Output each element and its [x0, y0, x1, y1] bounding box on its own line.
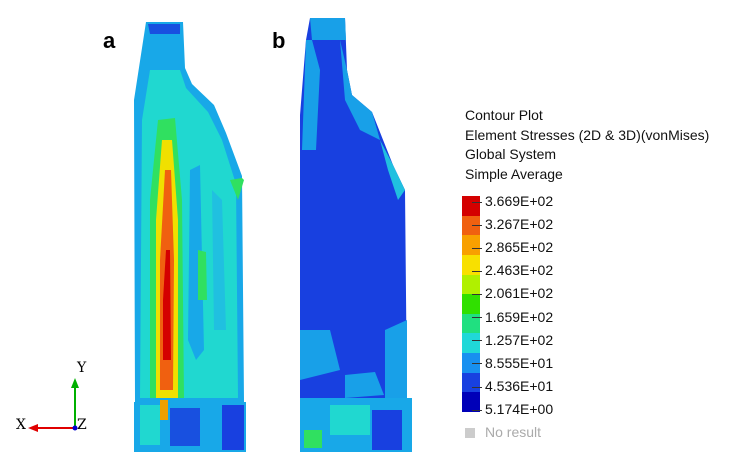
legend-tick-label: 2.061E+02: [472, 285, 553, 301]
no-result-entry: No result: [465, 424, 541, 440]
legend-averaging: Simple Average: [465, 165, 563, 182]
axis-x-label: X: [16, 417, 26, 433]
no-result-swatch: [465, 428, 475, 438]
coordinate-triad: Y X Z: [16, 360, 87, 433]
legend-tick-label: 1.257E+02: [472, 332, 553, 348]
panel-label-a: a: [103, 28, 116, 53]
legend-tick-label: 4.536E+01: [472, 378, 553, 394]
axis-z-label: Z: [77, 417, 87, 433]
legend-tick-label: 3.267E+02: [472, 216, 553, 232]
legend-title: Contour Plot: [465, 107, 543, 123]
legend-tick-label: 5.174E+00: [472, 401, 553, 417]
legend-tick-label: 2.865E+02: [472, 239, 553, 255]
no-result-label: No result: [485, 424, 542, 440]
legend-result-type: Element Stresses (2D & 3D)(vonMises): [465, 126, 710, 143]
legend-tick-label: 2.463E+02: [472, 262, 553, 278]
legend-tick-label: 3.669E+02: [472, 193, 553, 209]
axis-y-label: Y: [76, 360, 87, 376]
legend-tick-label: 8.555E+01: [472, 355, 553, 371]
panel-label-b: b: [272, 28, 286, 53]
model-b-contour: [300, 18, 412, 452]
model-a-contour: [134, 22, 246, 452]
legend-header: Contour Plot Element Stresses (2D & 3D)(…: [465, 106, 709, 184]
legend-tick-label: 1.659E+02: [472, 309, 553, 325]
legend-coordinate-system: Global System: [465, 146, 557, 162]
